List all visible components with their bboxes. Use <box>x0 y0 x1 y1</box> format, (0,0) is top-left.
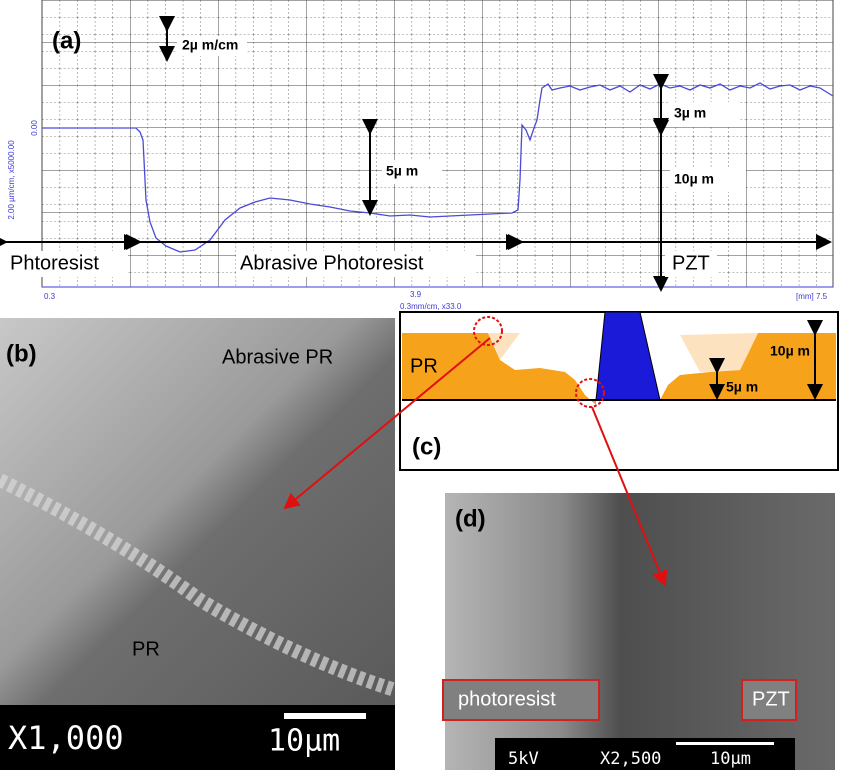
layer-label: PR <box>410 355 438 377</box>
panel-c: PR 10µ m 5µ m (c) <box>400 312 838 470</box>
grid-major <box>42 0 833 287</box>
region-label: PZT <box>672 252 710 274</box>
voltage: 5kV <box>508 749 539 769</box>
image-text: PR <box>132 638 160 660</box>
panel-d: (d) photoresist PZT 5kV X2,500 10µm <box>443 493 835 770</box>
panel-b: (b) Abrasive PR PR X1,000 10µm <box>0 318 395 770</box>
region-label: Abrasive Photoresist <box>240 252 424 274</box>
panel-label: (a) <box>52 27 81 54</box>
magnification: X1,000 <box>8 719 124 757</box>
height-label: 10µ m <box>770 343 810 359</box>
x-scale: 0.3mm/cm, x33.0 <box>400 302 462 311</box>
y-scale: 2.00 µm/cm, x5000.00 <box>7 140 16 220</box>
panel-label: (b) <box>6 340 37 367</box>
panel-a: 0.3 3.9 [mm] 7.5 0.3mm/cm, x33.0 0.00 2.… <box>6 0 833 311</box>
scale-bar <box>284 713 366 719</box>
step-label: 3µ m <box>674 105 706 121</box>
figure: 0.3 3.9 [mm] 7.5 0.3mm/cm, x33.0 0.00 2.… <box>0 0 847 770</box>
tag-text: photoresist <box>458 688 556 710</box>
sem-image <box>0 318 395 706</box>
scale-text: 10µm <box>710 749 751 769</box>
panel-label: (d) <box>455 505 486 532</box>
step-label: 5µ m <box>386 163 418 179</box>
tag-text: PZT <box>752 688 790 710</box>
panel-label: (c) <box>412 433 441 460</box>
magnification: X2,500 <box>600 749 661 769</box>
image-text: Abrasive PR <box>222 346 333 368</box>
x-label: 0.3 <box>44 292 56 301</box>
x-label: 3.9 <box>410 290 422 299</box>
sem-image <box>445 493 835 770</box>
scale-note: 2µ m/cm <box>182 37 238 53</box>
step-label: 10µ m <box>674 171 714 187</box>
height-label: 5µ m <box>726 379 758 395</box>
x-label: [mm] 7.5 <box>796 292 828 301</box>
y-zero: 0.00 <box>30 120 39 136</box>
scale-text: 10µm <box>268 724 340 759</box>
region-label: Phtoresist <box>10 252 99 274</box>
scale-bar <box>676 742 774 745</box>
